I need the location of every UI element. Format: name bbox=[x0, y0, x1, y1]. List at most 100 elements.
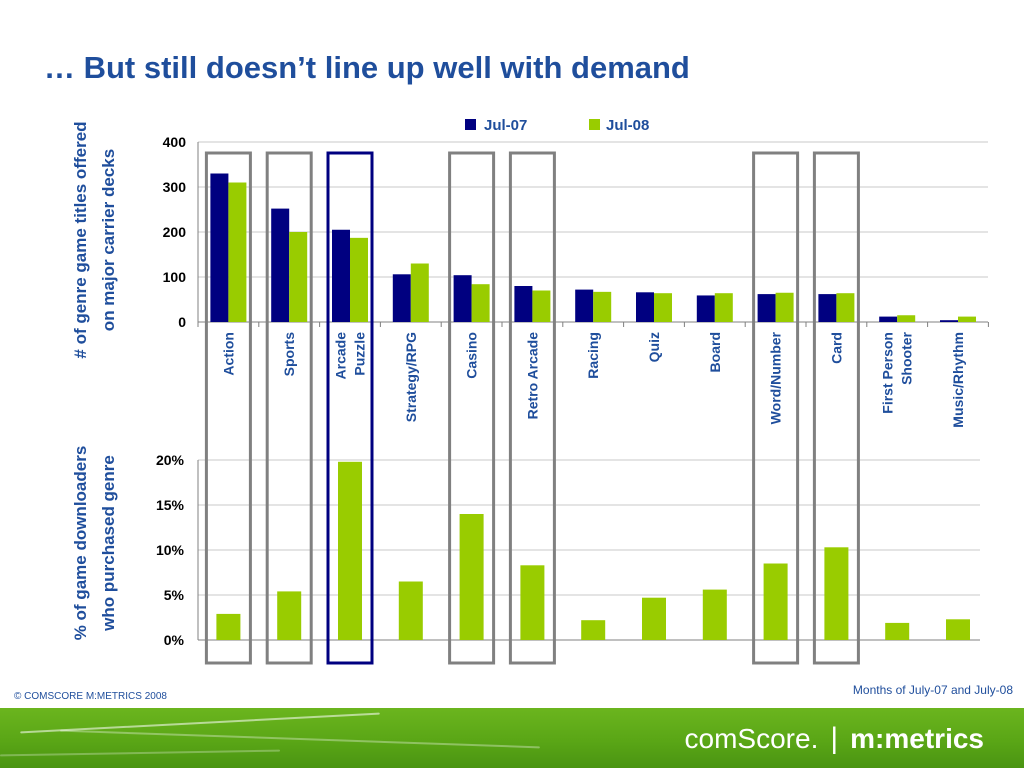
bar-share bbox=[702, 589, 727, 640]
legend-label: Jul-07 bbox=[484, 117, 527, 134]
bar-jul-07 bbox=[332, 229, 350, 322]
bar-share bbox=[946, 619, 970, 640]
bar-share bbox=[763, 563, 788, 640]
category-label: Music/Rhythm bbox=[950, 332, 966, 428]
category-label: Card bbox=[828, 332, 844, 364]
highlight-box bbox=[265, 151, 313, 665]
bar-jul-08 bbox=[471, 284, 490, 322]
y-axis-title: on major carrier decks bbox=[99, 149, 118, 331]
category-label-line: Puzzle bbox=[352, 332, 368, 376]
genre-charts: 0 100 200 300 400 Jul-07 Jul-08 # of genre game… bbox=[71, 117, 989, 665]
bar-jul-08 bbox=[775, 292, 794, 322]
y-axis-title: # of genre game titles offered bbox=[71, 121, 90, 358]
category-label-line: Retro Arcade bbox=[524, 332, 540, 420]
category-label-line: Action bbox=[220, 332, 236, 376]
bar-jul-08 bbox=[654, 293, 672, 322]
y-tick-label: 15% bbox=[156, 497, 185, 513]
y-tick-label: 5% bbox=[164, 587, 185, 603]
category-label-line: Music/Rhythm bbox=[950, 332, 966, 428]
category-label: Strategy/RPG bbox=[403, 332, 419, 422]
y-tick-label: 200 bbox=[163, 224, 187, 240]
bar-share bbox=[216, 613, 241, 640]
copyright-text: © COMSCORE M:METRICS 2008 bbox=[14, 691, 167, 702]
bar-jul-07 bbox=[210, 173, 229, 322]
category-label: Word/Number bbox=[768, 331, 784, 424]
brand-mmetrics: m:metrics bbox=[850, 723, 984, 754]
y-tick-label: 0% bbox=[164, 632, 185, 648]
brand-logo: comScore. | m:metrics bbox=[685, 722, 984, 756]
light-streak bbox=[0, 749, 280, 757]
legend-swatch bbox=[589, 119, 600, 130]
bar-jul-07 bbox=[757, 294, 776, 322]
bar-jul-08 bbox=[228, 182, 247, 322]
bar-jul-08 bbox=[958, 316, 976, 322]
category-label-line: Board bbox=[707, 332, 723, 372]
bar-jul-07 bbox=[696, 295, 715, 322]
highlight-box bbox=[752, 151, 800, 665]
category-label: Casino bbox=[464, 332, 480, 379]
bar-share bbox=[581, 620, 606, 640]
category-label: Quiz bbox=[646, 332, 662, 362]
bar-share bbox=[398, 581, 423, 640]
light-streak bbox=[60, 729, 540, 749]
category-label-line: Strategy/RPG bbox=[403, 332, 419, 422]
brand-separator: | bbox=[830, 722, 839, 755]
y-tick-label: 100 bbox=[163, 269, 187, 285]
category-label-line: Card bbox=[828, 332, 844, 364]
y-tick-label: 10% bbox=[156, 542, 185, 558]
bar-jul-07 bbox=[636, 292, 654, 322]
category-label-line: Casino bbox=[464, 332, 480, 379]
category-label: Retro Arcade bbox=[524, 332, 540, 420]
bar-jul-08 bbox=[593, 291, 612, 322]
bar-share bbox=[824, 547, 849, 640]
bar-jul-08 bbox=[897, 315, 916, 322]
footnote-text: Months of July-07 and July-08 bbox=[852, 683, 1013, 697]
slide-title: … But still doesn’t line up well with de… bbox=[44, 50, 690, 85]
y-tick-label: 0 bbox=[178, 314, 186, 330]
y-tick-label: 300 bbox=[163, 179, 187, 195]
bar-share bbox=[642, 597, 666, 640]
highlight-box bbox=[508, 151, 556, 665]
category-label-line: Racing bbox=[585, 332, 601, 379]
bar-jul-08 bbox=[714, 293, 733, 322]
bar-jul-07 bbox=[514, 286, 533, 322]
bar-share bbox=[277, 591, 302, 640]
legend-label: Jul-08 bbox=[606, 117, 649, 134]
bar-jul-08 bbox=[350, 237, 368, 322]
bar-share bbox=[338, 461, 362, 640]
bar-jul-07 bbox=[575, 289, 594, 322]
y-axis-title: % of game downloaders bbox=[71, 446, 90, 641]
highlight-box bbox=[448, 151, 496, 665]
bar-share bbox=[459, 514, 484, 640]
bar-jul-07 bbox=[453, 275, 472, 322]
category-label: Action bbox=[220, 332, 236, 376]
category-label: First Person Shooter bbox=[880, 331, 915, 413]
highlight-box bbox=[204, 151, 252, 665]
category-label-line: First Person bbox=[880, 332, 896, 414]
category-label-line: Arcade bbox=[333, 332, 349, 380]
category-label: Sports bbox=[281, 332, 297, 377]
y-axis-title: who purchased genre bbox=[99, 455, 118, 632]
highlight-box bbox=[812, 151, 860, 665]
footer-band: comScore. | m:metrics bbox=[0, 708, 1024, 768]
category-label-line: Quiz bbox=[646, 332, 662, 362]
bar-jul-07 bbox=[818, 294, 837, 322]
category-label: Arcade Puzzle bbox=[333, 332, 368, 380]
bar-jul-08 bbox=[410, 263, 429, 322]
category-label-line: Sports bbox=[281, 332, 297, 377]
bar-jul-08 bbox=[289, 232, 308, 322]
bar-jul-07 bbox=[392, 274, 411, 322]
category-label: Racing bbox=[585, 332, 601, 379]
bar-jul-08 bbox=[532, 290, 551, 322]
y-tick-label: 400 bbox=[163, 134, 187, 150]
bar-share bbox=[520, 565, 545, 640]
bar-share bbox=[885, 622, 910, 640]
legend-swatch bbox=[465, 119, 476, 130]
bar-jul-07 bbox=[271, 208, 290, 322]
bar-jul-08 bbox=[836, 293, 855, 322]
bar-jul-07 bbox=[879, 316, 898, 322]
highlight-box-strong bbox=[326, 151, 374, 665]
category-label-line: Shooter bbox=[899, 331, 915, 384]
category-label-line: Word/Number bbox=[768, 331, 784, 424]
category-label: Board bbox=[707, 332, 723, 372]
